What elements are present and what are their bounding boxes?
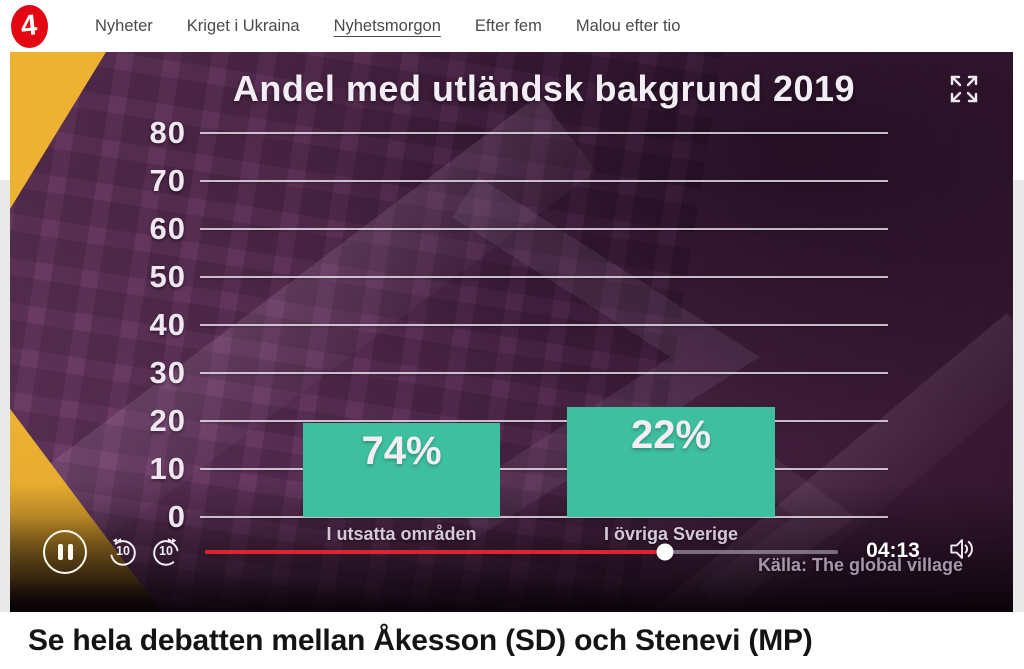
nav-item-malou-efter-tio[interactable]: Malou efter tio	[575, 16, 681, 35]
y-tick-label: 40	[149, 307, 186, 342]
pause-icon	[57, 544, 63, 560]
y-tick-label: 80	[149, 115, 186, 150]
nav-item-efter-fem[interactable]: Efter fem	[474, 16, 542, 35]
y-tick-label: 50	[149, 259, 186, 294]
nav-item-nyheter[interactable]: Nyheter	[95, 16, 153, 35]
y-tick-label: 10	[149, 451, 186, 486]
skip-back-label: 10	[116, 544, 130, 558]
chart-title: Andel med utländsk bakgrund 2019	[232, 68, 856, 109]
volume-button[interactable]	[946, 533, 978, 565]
progress-bar[interactable]	[205, 543, 838, 561]
y-tick-label: 20	[149, 403, 186, 438]
skip-back-button[interactable]: 10	[106, 535, 140, 569]
gridline	[200, 180, 888, 182]
top-nav: 4 Nyheter Kriget i Ukraina Nyhetsmorgon Eft…	[0, 0, 1024, 52]
gridline	[200, 324, 888, 326]
nav-item-nyhetsmorgon[interactable]: Nyhetsmorgon	[333, 16, 441, 35]
y-tick-label: 30	[149, 355, 186, 390]
rewind-10-icon	[110, 538, 136, 566]
gridline	[200, 420, 888, 422]
bar-value-label: 74%	[361, 428, 442, 473]
pause-icon	[67, 544, 73, 560]
nav-items: Nyheter Kriget i Ukraina Nyhetsmorgon Efter…	[95, 0, 680, 52]
gridline	[200, 516, 888, 518]
forward-10-icon	[153, 538, 179, 566]
pause-button[interactable]	[43, 530, 87, 574]
source-credit: Källa: The global village	[757, 555, 963, 575]
skip-forward-label: 10	[159, 544, 173, 558]
skip-forward-button[interactable]: 10	[149, 535, 183, 569]
y-tick-label: 60	[149, 211, 186, 246]
plot-area: 80 70 60 50 40 30 20 10 0 74% I utsatta områden 22%…	[150, 115, 888, 544]
video-player[interactable]: Andel med utländsk bakgrund 2019 80 70 60 5…	[10, 52, 1013, 612]
expand-arrows-icon	[950, 75, 978, 103]
speaker-waves-icon	[950, 539, 973, 559]
tv4-logo[interactable]: 4	[11, 5, 48, 48]
y-tick-label: 70	[149, 163, 186, 198]
tv4-logo-text: 4	[19, 9, 40, 43]
fullscreen-button[interactable]	[946, 71, 982, 107]
gridline	[200, 372, 888, 374]
progress-knob[interactable]	[656, 543, 674, 561]
gridline	[200, 468, 888, 470]
category-label: I övriga Sverige	[603, 524, 739, 544]
page-title: Se hela debatten mellan Åkesson (SD) och…	[28, 624, 813, 657]
gridline	[200, 132, 888, 134]
nav-item-kriget-i-ukraina[interactable]: Kriget i Ukraina	[186, 16, 300, 35]
category-label: I utsatta områden	[326, 524, 477, 544]
bar: 22%	[567, 407, 775, 517]
y-tick-label: 0	[167, 499, 186, 534]
gridline	[200, 228, 888, 230]
controls-shade	[10, 52, 1013, 612]
bar-value-label: 22%	[630, 413, 712, 458]
progress-fill	[205, 550, 666, 554]
gridline	[200, 276, 888, 278]
time-display: 04:13	[866, 539, 920, 562]
bar: 74%	[303, 422, 500, 517]
